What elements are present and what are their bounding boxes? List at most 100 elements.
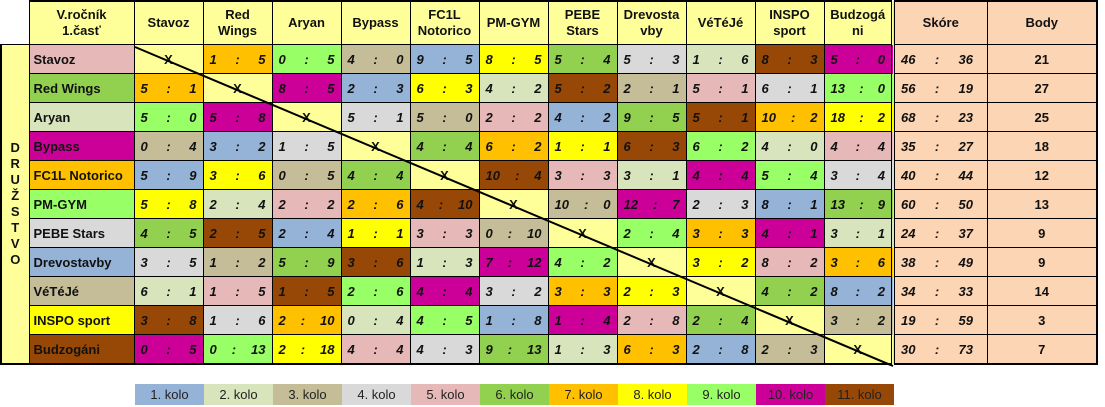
match-result: 5:0 xyxy=(823,44,894,74)
home-goals: 6 xyxy=(416,80,424,96)
home-goals: 4 xyxy=(761,138,769,154)
away-goals: 5 xyxy=(327,167,335,183)
match-result: 0:4 xyxy=(133,131,204,161)
match-result: 3:2 xyxy=(478,276,549,306)
match-result: 5:8 xyxy=(202,102,273,132)
home-goals: 5 xyxy=(278,254,286,270)
home-goals: 12 xyxy=(623,196,638,212)
away-goals: 18 xyxy=(320,341,335,357)
home-goals: 5 xyxy=(692,80,700,96)
match-result: 3:6 xyxy=(202,160,273,190)
home-goals: 3 xyxy=(485,283,493,299)
home-goals: 9 xyxy=(485,341,493,357)
match-result: 4:1 xyxy=(754,218,825,248)
home-goals: 4 xyxy=(140,225,148,241)
home-goals: 5 xyxy=(347,109,355,125)
away-goals: 3 xyxy=(603,341,611,357)
match-result: 1:6 xyxy=(202,305,273,335)
away-goals: 2 xyxy=(741,138,749,154)
table-row: Drevostavby 3:5 1:2 5:9 3:6 1:3 7:12 4:2 X 3:2 8:2… xyxy=(1,247,1098,277)
match-result: 1:3 xyxy=(409,247,480,277)
table-row: Red Wings 5:1 X 8:5 2:3 6:3 4:2 5:2 2:1 5:1 6:1 13:… xyxy=(1,73,1098,103)
match-result: 6:3 xyxy=(616,131,687,161)
home-goals: 4 xyxy=(347,341,355,357)
match-result: 4:2 xyxy=(547,102,618,132)
table-row: PM-GYM 5:8 2:4 2:2 2:6 4:10 X 10:0 12:7 2:3 8:1 13:… xyxy=(1,189,1098,219)
away-goals: 3 xyxy=(672,341,680,357)
home-goals: 2 xyxy=(485,109,493,125)
match-result: 3:5 xyxy=(133,247,204,277)
away-goals: 1 xyxy=(396,225,404,241)
self-match-cell: X xyxy=(823,334,894,365)
away-goals: 2 xyxy=(534,80,542,96)
away-goals: 6 xyxy=(396,254,404,270)
away-goals: 10 xyxy=(527,225,542,241)
away-goals: 5 xyxy=(189,254,197,270)
away-goals: 5 xyxy=(327,283,335,299)
away-goals: 0 xyxy=(603,196,611,212)
home-goals: 5 xyxy=(761,167,769,183)
match-result: 1:6 xyxy=(685,44,756,74)
team-name: PEBE Stars xyxy=(28,218,135,248)
match-result: 3:2 xyxy=(685,247,756,277)
home-goals: 2 xyxy=(347,196,355,212)
match-result: 1:3 xyxy=(547,334,618,365)
home-goals: 1 xyxy=(554,341,562,357)
match-result: 6:3 xyxy=(616,334,687,365)
match-result: 10:4 xyxy=(478,160,549,190)
points: 21 xyxy=(986,44,1098,74)
team-name: Red Wings xyxy=(28,73,135,103)
match-result: 4:2 xyxy=(547,247,618,277)
away-goals: 4 xyxy=(465,283,473,299)
match-result: 12:7 xyxy=(616,189,687,219)
away-goals: 1 xyxy=(672,80,680,96)
match-result: 4:4 xyxy=(685,160,756,190)
away-goals: 9 xyxy=(877,196,885,212)
match-result: 1:5 xyxy=(202,276,273,306)
header-row: V.ročník 1.časť Stavoz Red Wings Aryan Bypass F… xyxy=(1,0,1098,45)
match-result: 8:1 xyxy=(754,189,825,219)
match-result: 6:2 xyxy=(685,131,756,161)
match-result: 3:6 xyxy=(340,247,411,277)
away-goals: 2 xyxy=(810,109,818,125)
total-score: 34:33 xyxy=(891,276,988,306)
away-goals: 5 xyxy=(327,138,335,154)
away-goals: 6 xyxy=(877,254,885,270)
match-result: 4:4 xyxy=(340,160,411,190)
away-goals: 3 xyxy=(603,283,611,299)
home-goals: 4 xyxy=(416,341,424,357)
column-header: PM-GYM xyxy=(478,0,549,45)
home-goals: 5 xyxy=(830,51,838,67)
match-result: 6:1 xyxy=(133,276,204,306)
match-result: 7:12 xyxy=(478,247,549,277)
away-goals: 1 xyxy=(189,80,197,96)
match-result: 2:1 xyxy=(616,73,687,103)
home-goals: 2 xyxy=(623,312,631,328)
team-name: Stavoz xyxy=(28,44,135,74)
total-score: 40:44 xyxy=(891,160,988,190)
home-goals: 4 xyxy=(416,196,424,212)
home-goals: 5 xyxy=(140,167,148,183)
home-goals: 8 xyxy=(485,51,493,67)
away-goals: 3 xyxy=(465,225,473,241)
match-result: 0:5 xyxy=(133,334,204,365)
home-goals: 1 xyxy=(554,138,562,154)
match-result: 1:5 xyxy=(271,131,342,161)
away-goals: 2 xyxy=(877,283,885,299)
home-goals: 4 xyxy=(761,225,769,241)
home-goals: 4 xyxy=(416,138,424,154)
home-goals: 4 xyxy=(830,138,838,154)
match-result: 3:2 xyxy=(823,305,894,335)
home-goals: 3 xyxy=(209,138,217,154)
away-goals: 4 xyxy=(672,225,680,241)
legend-item: 1. kolo xyxy=(135,384,204,405)
home-goals: 3 xyxy=(347,254,355,270)
home-goals: 1 xyxy=(554,312,562,328)
home-goals: 0 xyxy=(278,167,286,183)
away-goals: 13 xyxy=(251,341,266,357)
home-goals: 13 xyxy=(830,80,845,96)
self-match-cell: X xyxy=(202,73,273,103)
match-result: 3:8 xyxy=(133,305,204,335)
away-goals: 0 xyxy=(465,109,473,125)
match-result: 2:4 xyxy=(685,305,756,335)
